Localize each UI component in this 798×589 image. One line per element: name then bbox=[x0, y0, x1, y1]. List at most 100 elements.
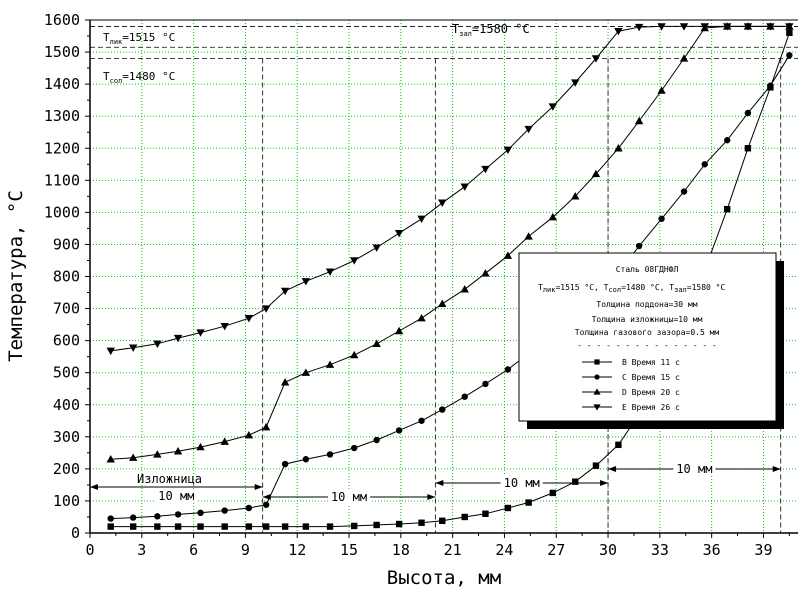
data-point bbox=[525, 499, 532, 506]
data-point bbox=[154, 513, 161, 520]
legend-marker bbox=[594, 374, 600, 380]
data-point bbox=[460, 183, 469, 191]
data-point bbox=[281, 460, 289, 468]
data-point bbox=[129, 514, 137, 521]
data-point bbox=[394, 230, 404, 238]
arrow-head bbox=[90, 484, 98, 490]
x-tick-label: 21 bbox=[444, 541, 462, 559]
legend-mold: Толщина изложницы=10 мм bbox=[592, 315, 703, 324]
data-point bbox=[657, 86, 666, 94]
legend-entries: B Время 11 с C Время 15 с D Время 20 с E Вр… bbox=[582, 358, 680, 412]
data-point bbox=[418, 519, 425, 526]
data-point bbox=[614, 144, 623, 152]
data-point bbox=[680, 188, 688, 195]
x-tick-label: 24 bbox=[495, 541, 513, 559]
x-tick-label: 39 bbox=[754, 541, 772, 559]
data-point bbox=[571, 192, 580, 200]
data-point bbox=[571, 79, 580, 87]
data-point bbox=[744, 145, 752, 152]
axes: 0 3 6 9 12 15 18 21 24 27 30 33 36 390100200300400500… bbox=[5, 11, 798, 589]
data-point bbox=[280, 287, 290, 296]
y-tick-label: 400 bbox=[53, 396, 80, 414]
data-point bbox=[261, 305, 271, 313]
data-point bbox=[197, 523, 204, 530]
data-point bbox=[107, 523, 114, 530]
x-tick-label: 12 bbox=[288, 541, 306, 559]
x-tick-label: 6 bbox=[189, 541, 198, 559]
data-point bbox=[174, 523, 182, 530]
data-point bbox=[196, 329, 205, 337]
data-point bbox=[572, 478, 579, 485]
dim-label-bg bbox=[673, 462, 716, 476]
data-point bbox=[724, 137, 731, 144]
data-point bbox=[261, 422, 271, 431]
series-line bbox=[110, 25, 790, 352]
data-point bbox=[262, 501, 270, 508]
data-point bbox=[634, 23, 644, 32]
data-point bbox=[301, 368, 311, 376]
data-point bbox=[280, 378, 290, 386]
data-point bbox=[723, 23, 732, 31]
arrow-head bbox=[772, 466, 781, 472]
data-point bbox=[244, 431, 254, 439]
data-point bbox=[417, 215, 426, 223]
data-point bbox=[482, 380, 489, 388]
data-point bbox=[301, 278, 311, 286]
data-point bbox=[504, 504, 512, 512]
data-point bbox=[786, 52, 793, 59]
data-point bbox=[657, 23, 666, 31]
data-point bbox=[438, 199, 447, 207]
data-point bbox=[591, 55, 601, 63]
data-point bbox=[351, 522, 358, 530]
data-point bbox=[615, 441, 622, 449]
series-line bbox=[110, 25, 790, 460]
x-tick-label: 30 bbox=[599, 541, 617, 559]
data-point bbox=[503, 251, 513, 259]
data-point bbox=[504, 366, 512, 373]
data-point bbox=[744, 109, 752, 117]
dim-label: 10 мм bbox=[331, 490, 367, 504]
data-point bbox=[786, 29, 793, 37]
legend-title: Сталь 08ГДНФЛ bbox=[616, 265, 679, 274]
y-tick-label: 800 bbox=[53, 268, 80, 286]
data-point bbox=[439, 517, 446, 525]
legend-entry-label: D Время 20 с bbox=[622, 388, 680, 397]
data-point bbox=[503, 146, 513, 155]
y-tick-label: 900 bbox=[53, 235, 80, 253]
dim-label-bg bbox=[155, 489, 198, 503]
legend-marker bbox=[593, 404, 601, 411]
legend-entry-label: C Время 15 с bbox=[622, 373, 680, 382]
data-point bbox=[524, 125, 533, 134]
data-point bbox=[350, 350, 359, 359]
dimension-arrows: 10 мм 10 мм 10 мм 10 мм bbox=[90, 462, 781, 504]
data-point bbox=[418, 417, 425, 424]
data-point bbox=[482, 510, 489, 517]
data-point bbox=[221, 507, 228, 514]
data-point bbox=[461, 393, 468, 400]
pouring-label: Tзал=1580 °C bbox=[452, 22, 530, 38]
data-point bbox=[481, 165, 490, 174]
y-tick-label: 200 bbox=[53, 460, 80, 478]
y-tick-label: 100 bbox=[53, 492, 80, 510]
data-point bbox=[548, 212, 557, 221]
data-point bbox=[549, 489, 556, 497]
mold-label: Изложница bbox=[137, 472, 202, 486]
y-tick-label: 1300 bbox=[44, 107, 80, 125]
data-point bbox=[701, 161, 708, 168]
dim-label: 10 мм bbox=[504, 476, 540, 490]
data-point bbox=[634, 116, 644, 125]
data-point bbox=[481, 269, 490, 277]
y-tick-label: 1600 bbox=[44, 11, 80, 29]
data-point bbox=[173, 447, 183, 455]
y-tick-label: 1500 bbox=[44, 43, 80, 61]
data-point bbox=[326, 451, 334, 458]
legend-entry-label: E Время 26 с bbox=[622, 403, 680, 412]
data-point bbox=[438, 299, 447, 307]
data-point bbox=[351, 444, 358, 452]
dim-label: 10 мм bbox=[158, 489, 194, 503]
x-tick-label: 15 bbox=[340, 541, 358, 559]
svg-text:Tзал=1580 °C: Tзал=1580 °C bbox=[452, 22, 530, 38]
data-point bbox=[107, 515, 114, 522]
data-point bbox=[724, 205, 731, 213]
data-point bbox=[372, 244, 381, 252]
